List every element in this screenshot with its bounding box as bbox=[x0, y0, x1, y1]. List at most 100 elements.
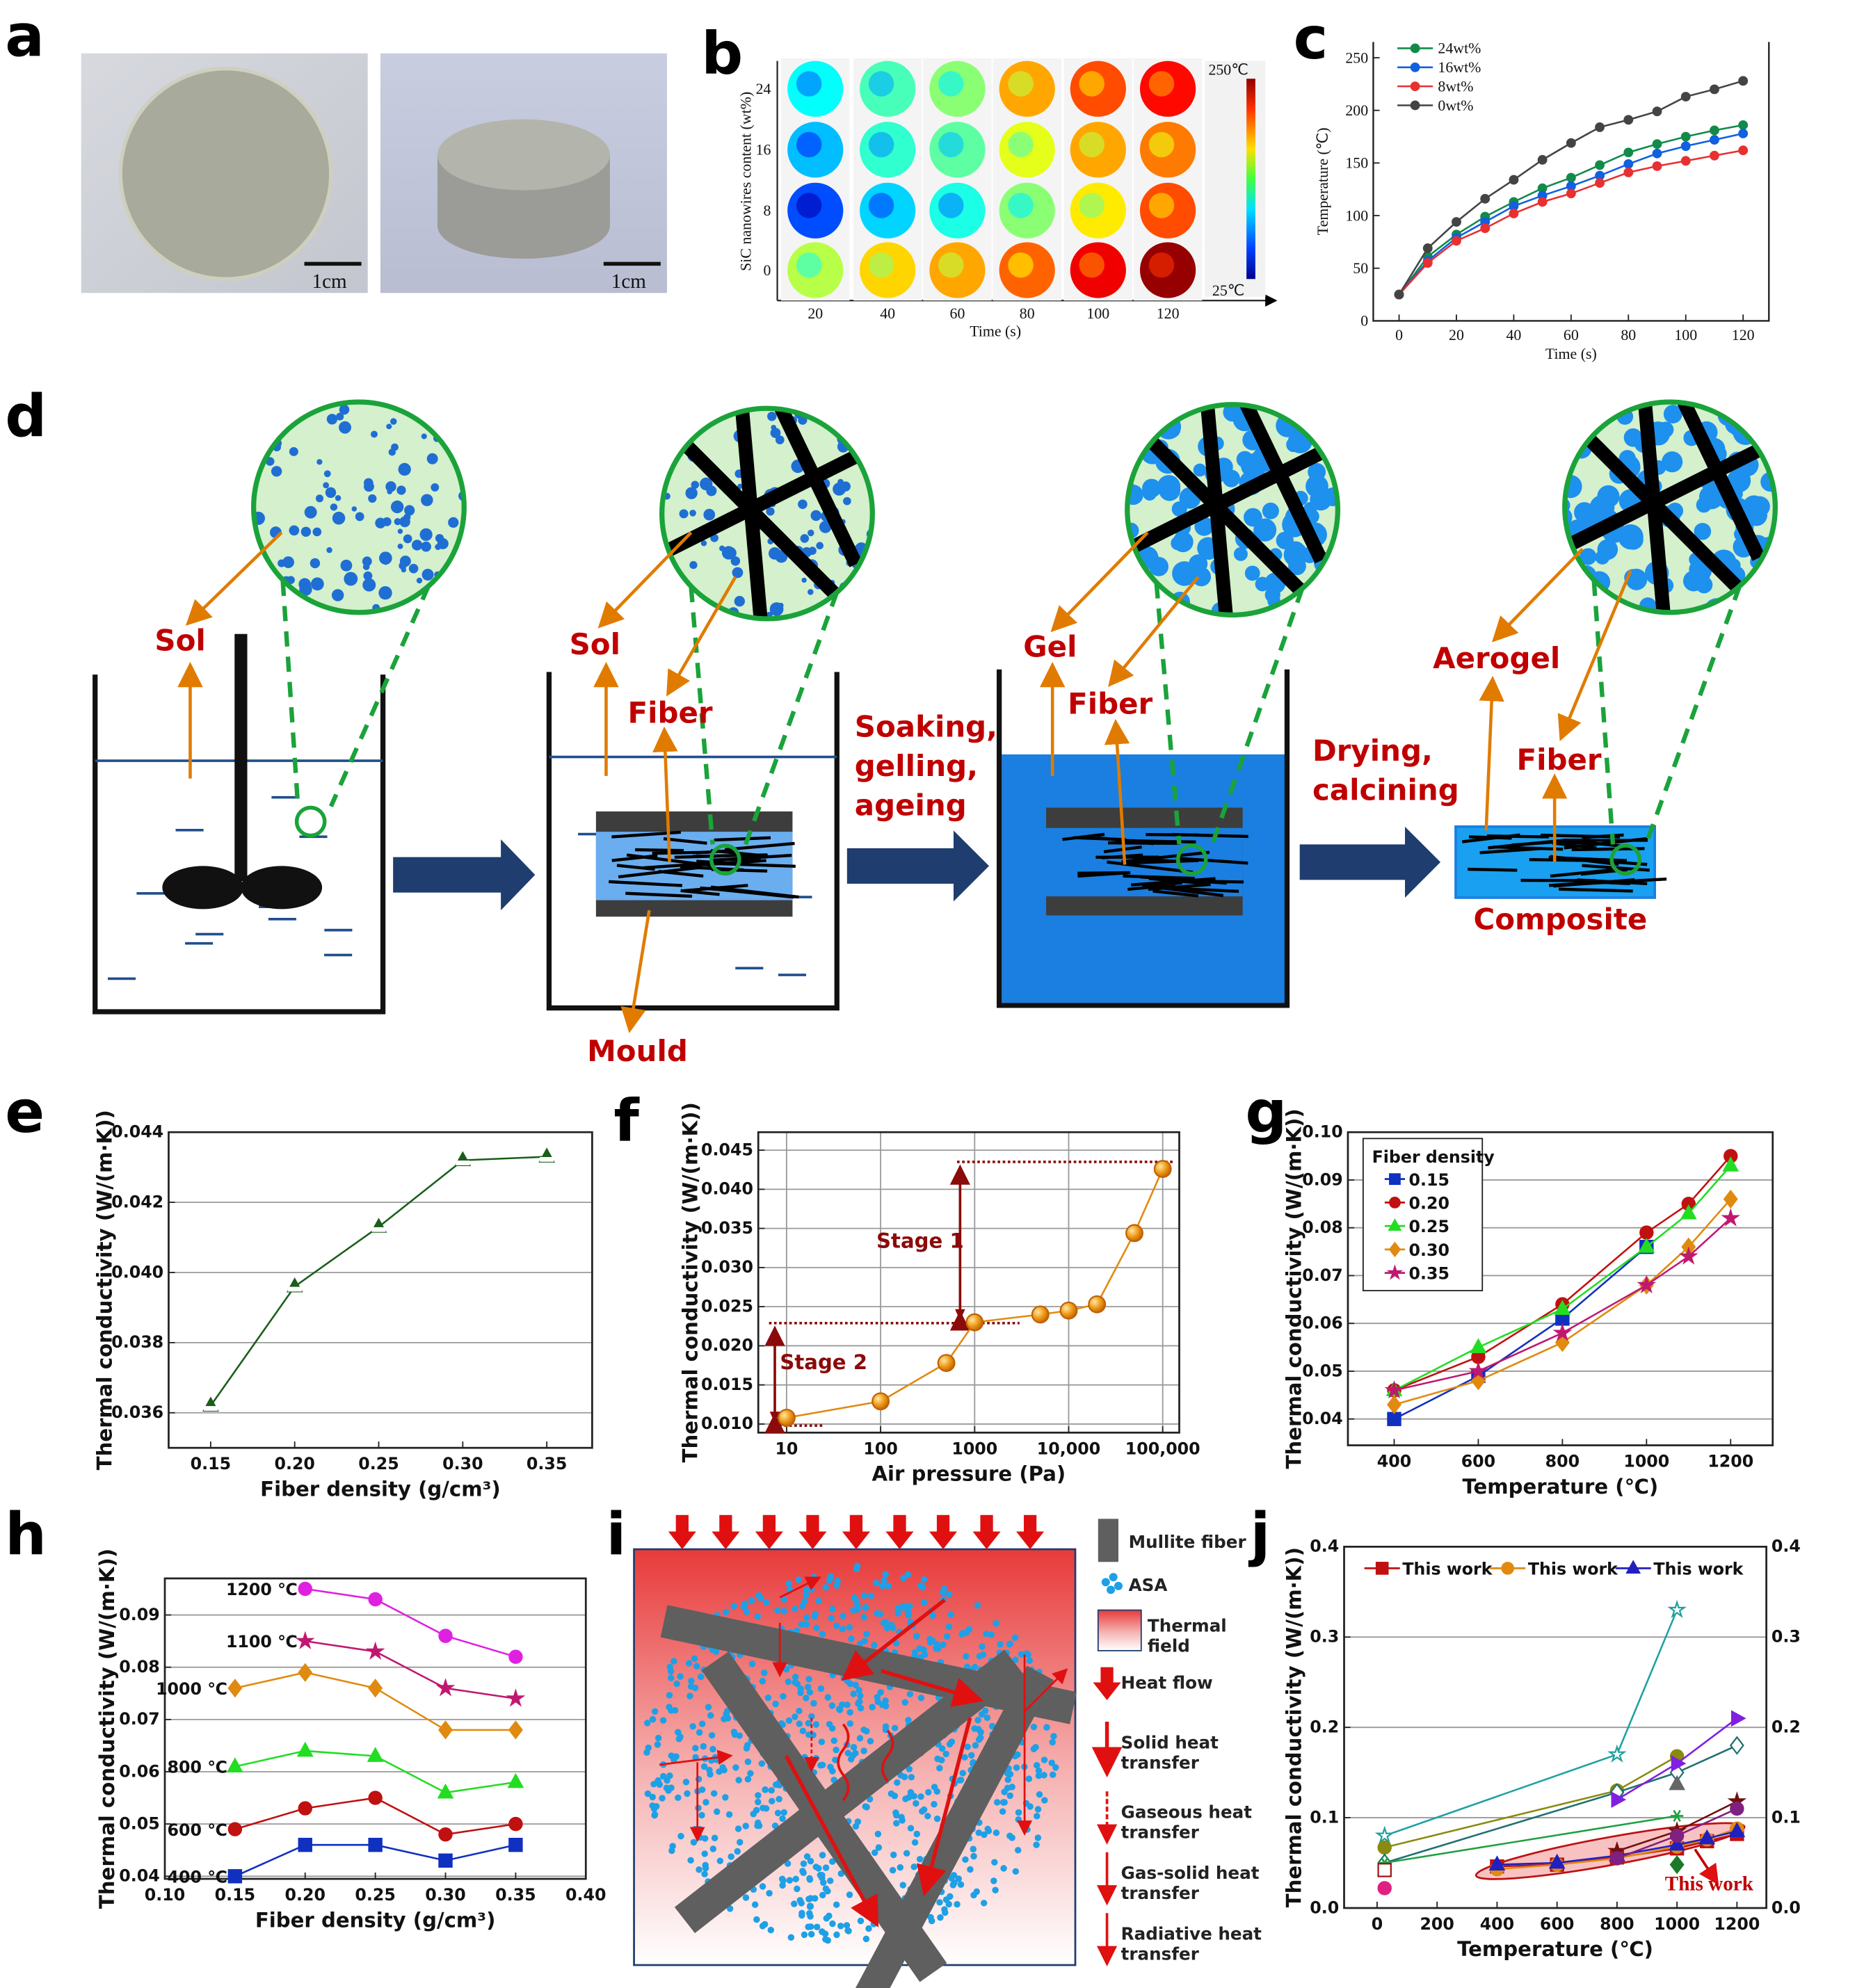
asa-particle bbox=[983, 1630, 990, 1638]
asa-particle bbox=[784, 1860, 792, 1867]
data-point bbox=[1652, 139, 1662, 149]
fiber bbox=[609, 880, 683, 887]
label-composite: Composite bbox=[1473, 903, 1647, 937]
sol-particle bbox=[421, 433, 427, 439]
sol-particle bbox=[362, 563, 370, 570]
sol-particle bbox=[330, 503, 338, 511]
sol-particle bbox=[730, 556, 741, 566]
aerogel-particle bbox=[1745, 504, 1767, 526]
asa-particle bbox=[815, 1865, 822, 1872]
asa-particle bbox=[826, 1912, 833, 1919]
asa-particle bbox=[913, 1830, 920, 1838]
x-axis-label: Air pressure (Pa) bbox=[871, 1462, 1066, 1486]
colorbar-background bbox=[1204, 60, 1266, 297]
asa-particle bbox=[716, 1857, 724, 1864]
data-point bbox=[1394, 289, 1404, 300]
sol-particle bbox=[775, 435, 785, 444]
x-tick-label: 10 bbox=[775, 1439, 798, 1458]
x-tick-label: 0.30 bbox=[425, 1885, 465, 1905]
arrow bbox=[652, 726, 678, 862]
thermal-hotspot bbox=[938, 252, 964, 278]
data-point bbox=[1595, 178, 1605, 188]
sol-particle bbox=[699, 409, 707, 417]
aerogel-particle bbox=[1564, 474, 1582, 499]
zoom-guide-line bbox=[328, 585, 431, 807]
asa-particle bbox=[878, 1583, 886, 1590]
thermal-hotspot bbox=[938, 193, 964, 218]
asa-particle bbox=[839, 1625, 846, 1633]
asa-particle bbox=[871, 1642, 878, 1649]
y-axis-label: SiC nanowires content (wt%) bbox=[737, 92, 754, 271]
aerogel-particle bbox=[1625, 568, 1648, 590]
data-point bbox=[1680, 141, 1691, 152]
asa-particle bbox=[882, 1619, 890, 1626]
asa-particle bbox=[846, 1720, 853, 1727]
aerogel-particle bbox=[1573, 402, 1598, 419]
asa-particle bbox=[762, 1599, 770, 1606]
sol-particle bbox=[253, 590, 262, 602]
fiber bbox=[662, 444, 872, 558]
asa-particle bbox=[882, 1697, 889, 1704]
asa-particle bbox=[882, 1723, 890, 1730]
asa-particle bbox=[762, 1786, 769, 1793]
asa-particle bbox=[905, 1794, 913, 1801]
asa-particle bbox=[959, 1630, 966, 1637]
aerogel-particle bbox=[1127, 601, 1139, 615]
x-tick-label: 0 bbox=[1372, 1914, 1383, 1934]
data-point bbox=[1623, 115, 1634, 125]
x-tick-label: 600 bbox=[1461, 1452, 1495, 1471]
y-tick-label: 0 bbox=[1360, 313, 1368, 330]
asa-particle bbox=[700, 1763, 708, 1770]
thermal-hotspot bbox=[868, 193, 894, 218]
asa-particle bbox=[897, 1864, 904, 1871]
aerogel-particle bbox=[1765, 574, 1776, 589]
legend-label: 0.30 bbox=[1408, 1241, 1449, 1260]
fiber bbox=[1676, 402, 1765, 561]
data-point bbox=[438, 1853, 453, 1868]
sol-particle bbox=[364, 481, 374, 492]
data-point bbox=[508, 1816, 523, 1832]
sol-particle bbox=[340, 559, 353, 572]
aerogel-particle bbox=[1159, 479, 1181, 501]
asa-particle bbox=[844, 1701, 851, 1708]
sol-particle bbox=[274, 410, 280, 417]
sol-particle bbox=[700, 540, 707, 547]
sol-particle bbox=[396, 485, 406, 495]
sol-particle bbox=[289, 446, 298, 456]
sol-particle bbox=[453, 551, 465, 566]
x-tick-label: 0.15 bbox=[215, 1885, 255, 1905]
data-point bbox=[1389, 1197, 1401, 1209]
asa-particle bbox=[693, 1663, 700, 1670]
fiber bbox=[625, 891, 693, 898]
data-point bbox=[298, 1663, 313, 1682]
asa-particle bbox=[807, 1903, 814, 1910]
asa-particle bbox=[943, 1633, 951, 1640]
asa-particle bbox=[698, 1720, 706, 1727]
asa-particle bbox=[1034, 1834, 1042, 1841]
asa-particle bbox=[983, 1714, 991, 1722]
thermal-hotspot bbox=[868, 71, 894, 97]
asa-particle bbox=[894, 1779, 901, 1786]
thermal-hotspot bbox=[938, 131, 964, 158]
asa-particle bbox=[791, 1900, 798, 1907]
data-point bbox=[506, 1688, 526, 1707]
asa-particle bbox=[803, 1853, 811, 1860]
asa-particle bbox=[904, 1571, 912, 1578]
label-calcining: calcining bbox=[1312, 773, 1459, 807]
y-tick-label: 200 bbox=[1345, 102, 1368, 119]
legend-item: 24wt% bbox=[1397, 40, 1481, 57]
sol-particle bbox=[344, 572, 358, 586]
asa-particle bbox=[689, 1723, 696, 1730]
series-line bbox=[1393, 1246, 1648, 1420]
thermal-hotspot bbox=[1079, 193, 1104, 218]
aerogel-particle bbox=[1127, 444, 1139, 461]
sol-particle bbox=[862, 423, 869, 431]
aerogel-particle bbox=[1694, 522, 1712, 540]
panel-d-process-diagram: Sol Sol Fiber Mould Soaking, gelling, ag… bbox=[93, 399, 1778, 1068]
legend-label: field bbox=[1148, 1636, 1190, 1656]
sol-particle bbox=[721, 546, 736, 560]
data-point bbox=[965, 1313, 984, 1332]
